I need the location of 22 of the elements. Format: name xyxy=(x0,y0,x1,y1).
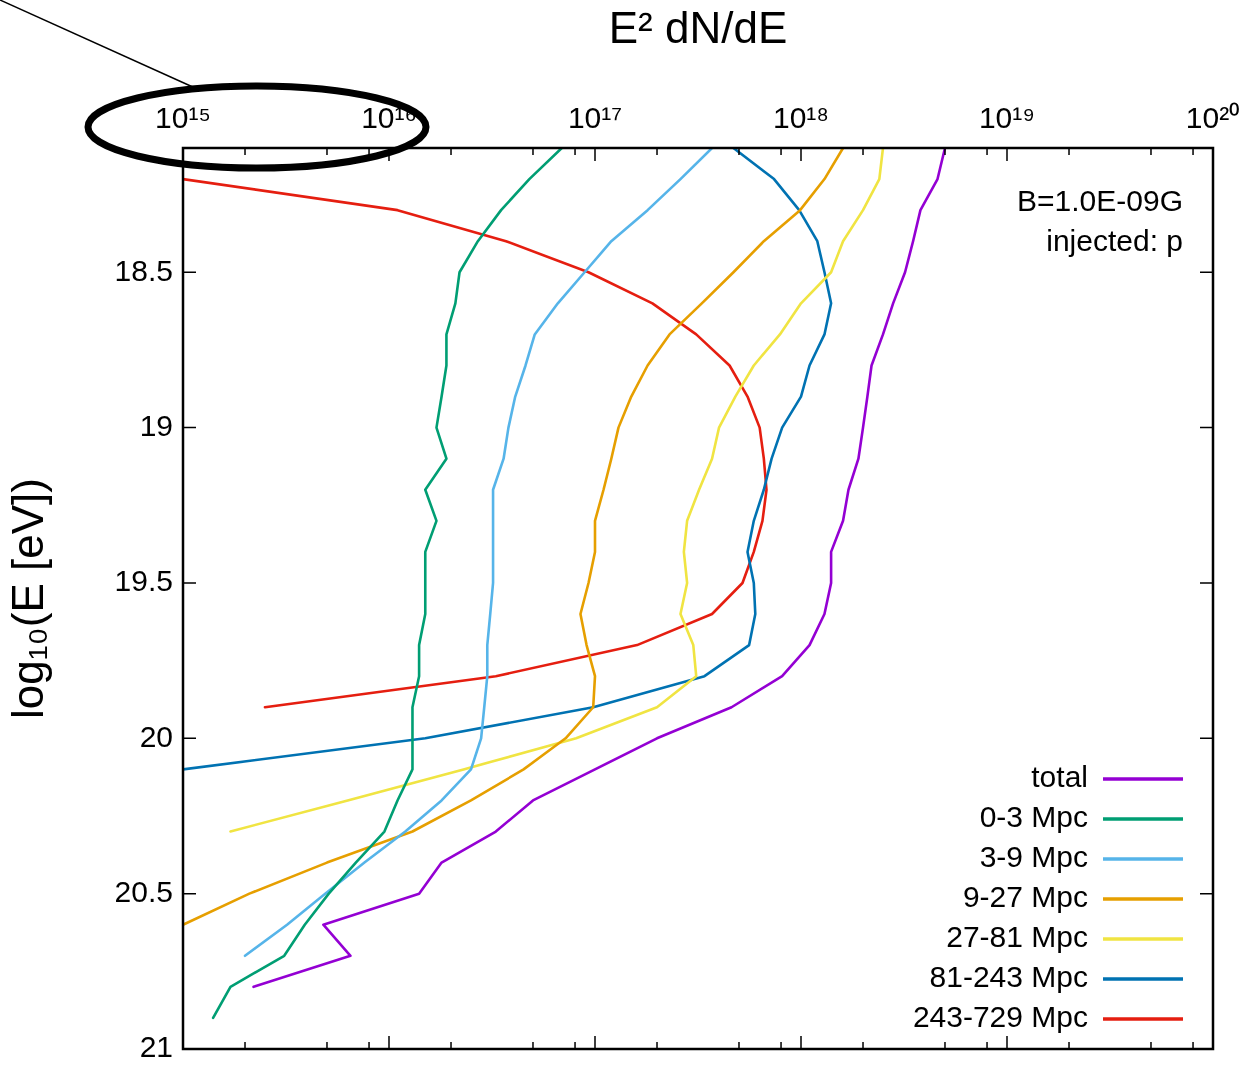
x-tick-label: 10¹⁹ xyxy=(978,101,1036,135)
y-axis-title: log₁₀(E [eV]) xyxy=(2,478,52,719)
x-tick-label: 10¹⁸ xyxy=(772,101,830,135)
y-tick-label: 19 xyxy=(139,408,173,442)
legend-label: total xyxy=(1031,760,1088,794)
annotation: B=1.0E-09G xyxy=(1017,184,1183,218)
annotation: injected: p xyxy=(1046,224,1183,258)
y-tick-label: 21 xyxy=(139,1030,173,1064)
x-tick-label: 10¹⁷ xyxy=(567,101,623,135)
y-tick-label: 19.5 xyxy=(114,564,173,598)
x-axis-title: E² dN/dE xyxy=(608,2,788,52)
legend-label: 9-27 Mpc xyxy=(962,880,1088,914)
y-tick-label: 20.5 xyxy=(114,874,173,908)
legend-label: 3-9 Mpc xyxy=(979,840,1088,874)
legend-label: 81-243 Mpc xyxy=(929,960,1088,994)
legend-label: 27-81 Mpc xyxy=(946,920,1088,954)
legend-label: 0-3 Mpc xyxy=(979,800,1088,834)
x-tick-label: 10²⁰ xyxy=(1185,101,1241,135)
legend-label: 243-729 Mpc xyxy=(912,1000,1088,1034)
y-tick-label: 20 xyxy=(139,719,173,753)
x-tick-label: 10¹⁵ xyxy=(155,101,211,135)
y-tick-label: 18.5 xyxy=(114,253,173,287)
